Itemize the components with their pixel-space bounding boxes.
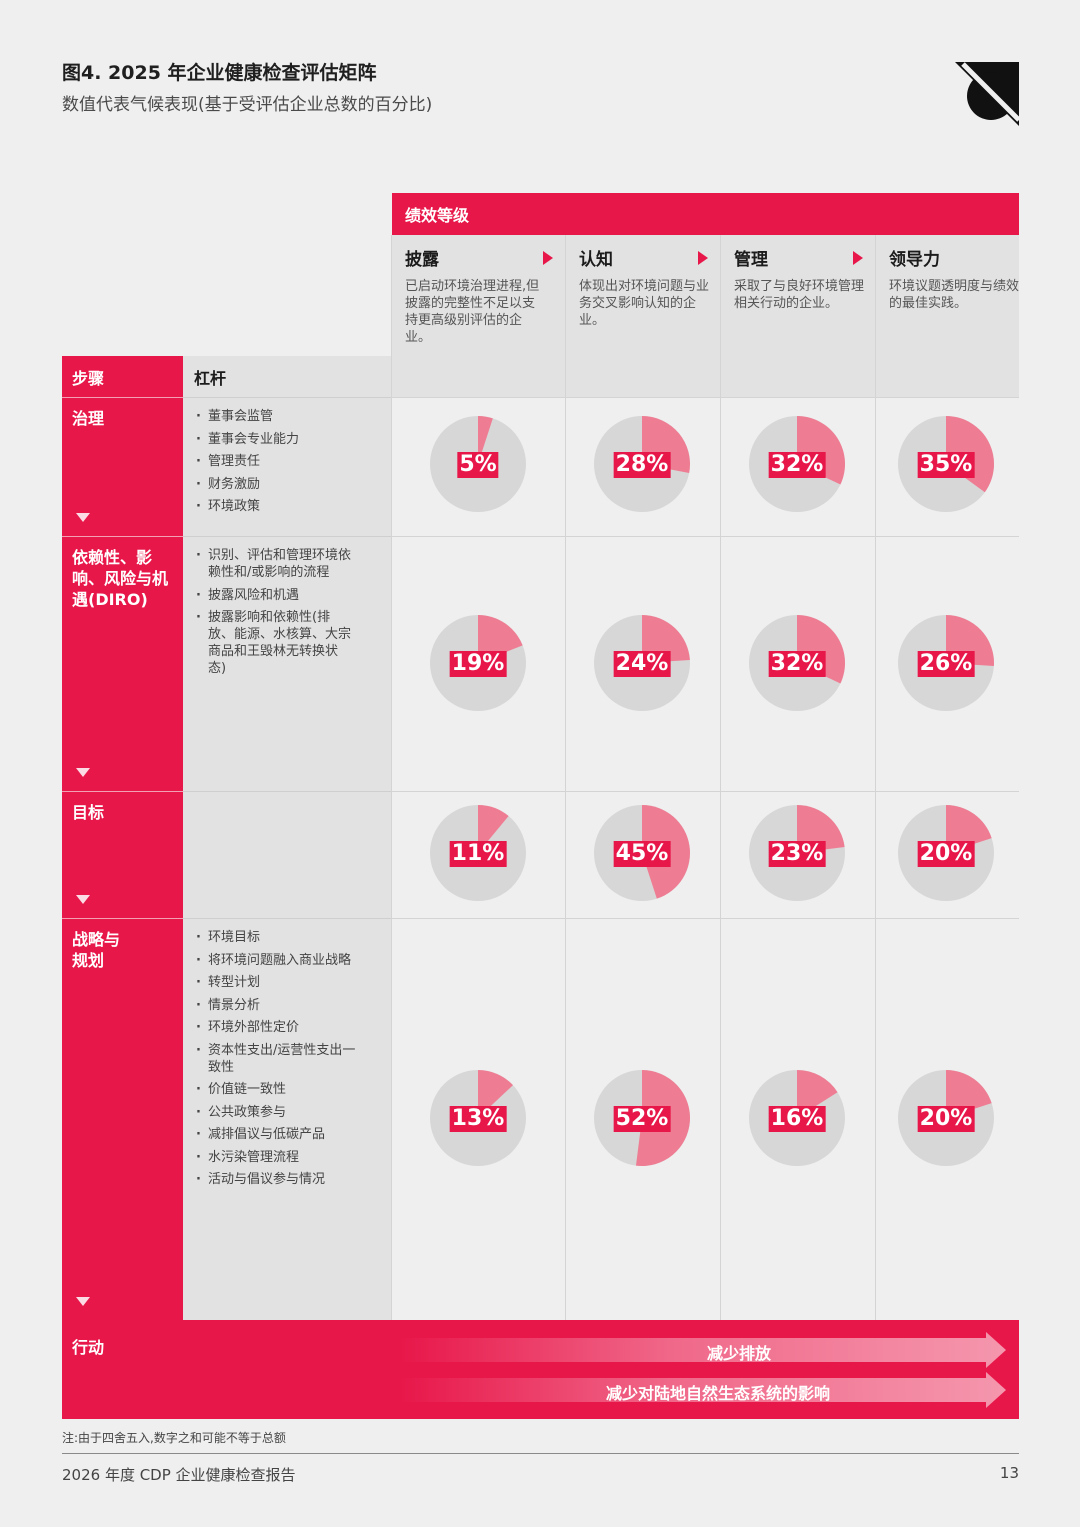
lever-item: 情景分析 xyxy=(196,997,366,1014)
lever-item: 环境政策 xyxy=(196,498,382,515)
arrow-right-icon xyxy=(400,1372,1006,1408)
footnote: 注:由于四舍五入,数字之和可能不等于总额 xyxy=(62,1431,286,1445)
level-awareness: 认知 体现出对环境问题与业务交叉影响认知的企业。 xyxy=(566,235,720,397)
pie-value-label: 5% xyxy=(457,452,499,478)
lever-item: 减排倡议与低碳产品 xyxy=(196,1126,366,1143)
grid-divider xyxy=(392,536,1019,537)
levers-column-header: 杠杆 xyxy=(183,356,392,397)
footer-divider xyxy=(62,1453,1019,1454)
steps-column-header: 步骤 xyxy=(62,356,183,397)
step-label: 依赖性、影响、风险与机遇(DIRO) xyxy=(72,548,169,609)
lever-item: 识别、评估和管理环境依赖性和/或影响的流程 xyxy=(196,547,356,581)
level-description: 已启动环境治理进程,但披露的完整性不足以支持更高级别评估的企业。 xyxy=(405,279,540,345)
pie-value-label: 28% xyxy=(613,452,671,478)
cdp-logo-icon xyxy=(955,62,1021,126)
triangle-right-icon xyxy=(853,250,863,265)
grid-divider xyxy=(875,235,876,1320)
lever-item: 水污染管理流程 xyxy=(196,1149,366,1166)
lever-item: 价值链一致性 xyxy=(196,1081,366,1098)
triangle-down-icon xyxy=(76,895,90,904)
level-management: 管理 采取了与良好环境管理相关行动的企业。 xyxy=(721,235,875,397)
pie-value-label: 11% xyxy=(449,841,507,867)
level-description: 体现出对环境问题与业务交叉影响认知的企业。 xyxy=(579,279,710,328)
pie-value-label: 45% xyxy=(613,841,671,867)
lever-item: 披露风险和机遇 xyxy=(196,587,356,604)
pie-value-label: 20% xyxy=(917,1106,975,1132)
pie-value-label: 19% xyxy=(449,651,507,677)
levers-governance: 董事会监管 董事会专业能力 管理责任 财务激励 环境政策 xyxy=(183,397,392,536)
page-subtitle: 数值代表气候表现(基于受评估企业总数的百分比) xyxy=(62,95,433,115)
grid-divider xyxy=(392,918,1019,919)
lever-item: 董事会专业能力 xyxy=(196,431,382,448)
lever-item: 环境目标 xyxy=(196,929,366,946)
pie-value-label: 23% xyxy=(768,841,826,867)
lever-item: 转型计划 xyxy=(196,974,366,991)
step-diro: 依赖性、影响、风险与机遇(DIRO) xyxy=(62,536,183,791)
step-targets: 目标 xyxy=(62,791,183,918)
page-title: 图4. 2025 年企业健康检查评估矩阵 xyxy=(62,62,377,84)
level-description: 环境议题透明度与绩效的最佳实践。 xyxy=(889,279,1020,311)
action-band: 行动 减少排放 减少对陆地自然生态系统的影响 xyxy=(62,1320,1019,1419)
level-name: 披露 xyxy=(405,250,439,270)
step-strategy: 战略与规划 xyxy=(62,918,183,1320)
arrow-label: 减少排放 xyxy=(706,1344,772,1363)
level-name: 领导力 xyxy=(889,250,940,270)
pie-value-label: 16% xyxy=(768,1106,826,1132)
lever-item: 资本性支出/运营性支出一致性 xyxy=(196,1042,366,1076)
level-description: 采取了与良好环境管理相关行动的企业。 xyxy=(734,279,865,311)
levers-targets xyxy=(183,791,392,918)
arrow-label: 减少对陆地自然生态系统的影响 xyxy=(605,1384,831,1403)
triangle-right-icon xyxy=(543,250,553,265)
triangle-down-icon xyxy=(76,1297,90,1306)
triangle-down-icon xyxy=(76,768,90,777)
levers-diro: 识别、评估和管理环境依赖性和/或影响的流程 披露风险和机遇 披露影响和依赖性(排… xyxy=(183,536,392,791)
triangle-right-icon xyxy=(698,250,708,265)
level-name: 管理 xyxy=(734,250,768,270)
step-label: 战略与规划 xyxy=(72,930,121,970)
pie-value-label: 35% xyxy=(917,452,975,478)
step-label: 治理 xyxy=(72,409,105,428)
page-number: 13 xyxy=(999,1464,1019,1482)
pie-value-label: 24% xyxy=(613,651,671,677)
pie-value-label: 20% xyxy=(917,841,975,867)
step-governance: 治理 xyxy=(62,397,183,536)
lever-item: 活动与倡议参与情况 xyxy=(196,1171,366,1188)
action-label: 行动 xyxy=(72,1338,105,1357)
level-name: 认知 xyxy=(579,250,613,270)
pie-value-label: 52% xyxy=(613,1106,671,1132)
pie-value-label: 13% xyxy=(449,1106,507,1132)
step-label: 目标 xyxy=(72,803,105,822)
pie-value-label: 32% xyxy=(768,452,826,478)
lever-item: 公共政策参与 xyxy=(196,1104,366,1121)
lever-item: 董事会监管 xyxy=(196,408,382,425)
grid-divider xyxy=(391,235,392,1320)
triangle-down-icon xyxy=(76,513,90,522)
arrow-right-icon xyxy=(400,1332,1006,1368)
lever-item: 管理责任 xyxy=(196,453,382,470)
grid-divider xyxy=(565,235,566,1320)
grid-divider xyxy=(392,791,1019,792)
lever-item: 财务激励 xyxy=(196,476,382,493)
grid-divider xyxy=(720,235,721,1320)
pie-value-label: 26% xyxy=(917,651,975,677)
lever-item: 环境外部性定价 xyxy=(196,1019,366,1036)
level-disclosure: 披露 已启动环境治理进程,但披露的完整性不足以支持更高级别评估的企业。 xyxy=(392,235,565,397)
lever-item: 将环境问题融入商业战略 xyxy=(196,952,366,969)
level-leadership: 领导力 环境议题透明度与绩效的最佳实践。 xyxy=(876,235,1019,397)
levers-strategy: 环境目标 将环境问题融入商业战略 转型计划 情景分析 环境外部性定价 资本性支出… xyxy=(183,918,392,1320)
pie-value-label: 32% xyxy=(768,651,826,677)
performance-level-header: 绩效等级 xyxy=(392,193,1019,235)
report-name: 2026 年度 CDP 企业健康检查报告 xyxy=(62,1466,296,1484)
grid-divider xyxy=(392,397,1019,398)
lever-item: 披露影响和依赖性(排放、能源、水核算、大宗商品和王毁林无转换状态) xyxy=(196,609,356,677)
